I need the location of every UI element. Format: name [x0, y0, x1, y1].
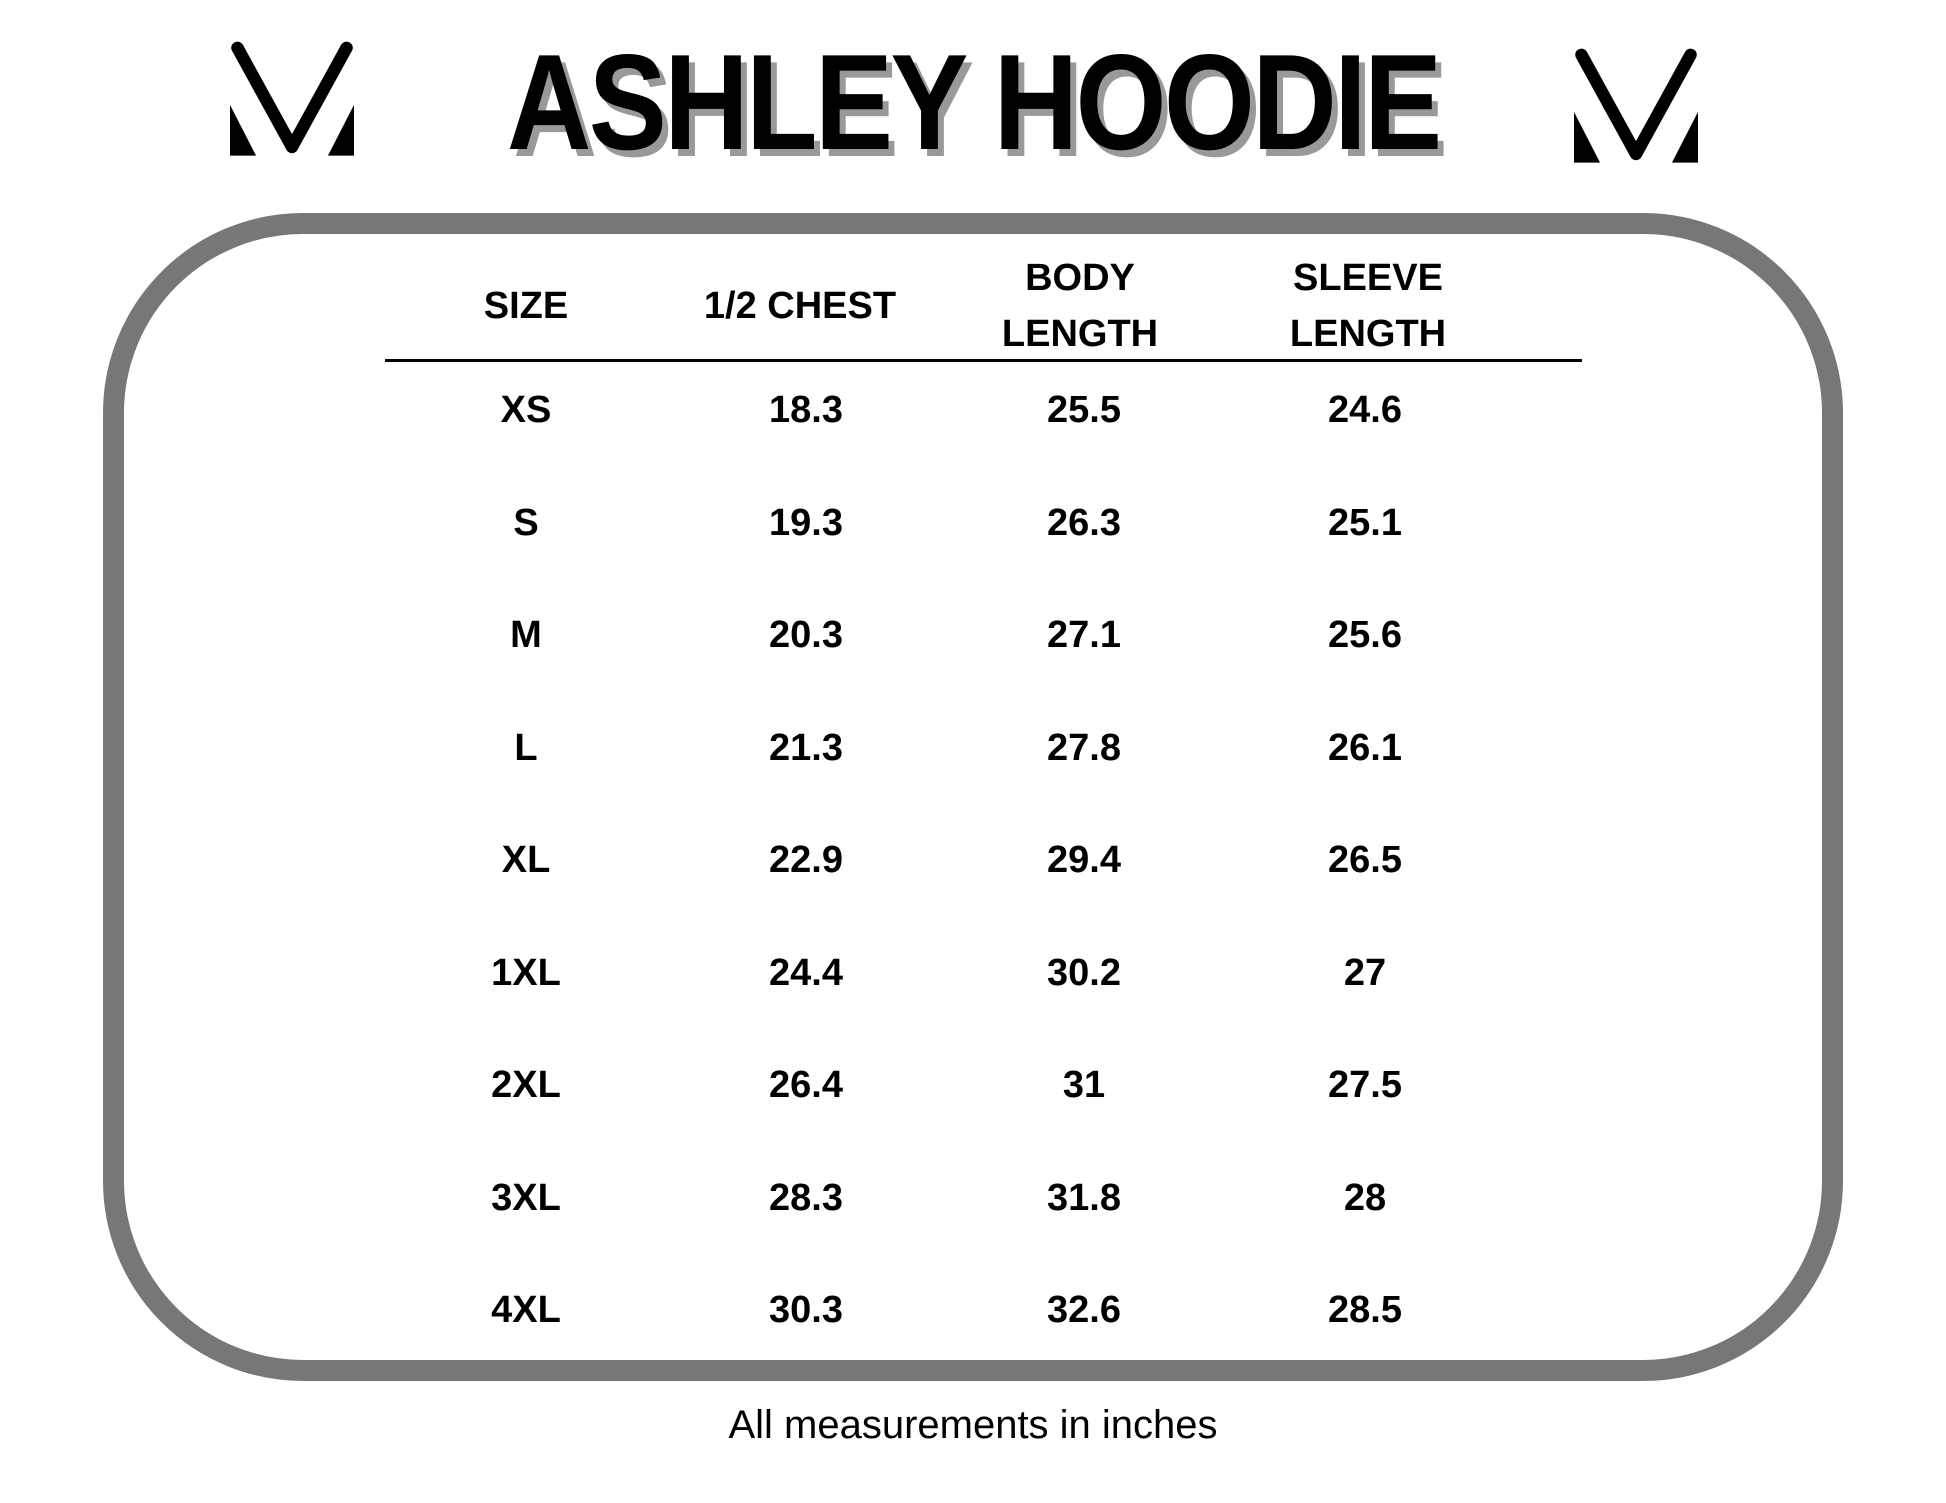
title-text: ASHLEY HOODIE	[506, 26, 1442, 178]
table-row: XS 18.3 25.5 24.6	[0, 354, 1946, 466]
page-title: ASHLEY HOODIE	[0, 22, 1946, 182]
cell-sleeve-length: 24.6	[1328, 389, 1402, 431]
cell-sleeve-length: 25.6	[1328, 614, 1402, 656]
cell-chest: 30.3	[769, 1289, 843, 1331]
header-line: SLEEVE	[1293, 257, 1443, 299]
table-row: XL 22.9 29.4 26.5	[0, 804, 1946, 916]
table-row: M 20.3 27.1 25.6	[0, 579, 1946, 691]
cell-body-length: 27.8	[1047, 726, 1121, 769]
column-header-sleeve-length: SLEEVE LENGTH	[1218, 250, 1518, 362]
table-row: 4XL 30.3 32.6 28.5	[0, 1254, 1946, 1366]
cell-chest: 26.4	[769, 1064, 843, 1106]
header-line: BODY	[1025, 257, 1135, 299]
cell-body-length: 25.5	[1047, 389, 1121, 431]
cell-sleeve-length: 28	[1343, 1176, 1387, 1219]
cell-sleeve-length: 28.5	[1328, 1289, 1402, 1331]
cell-sleeve-length: 26.1	[1328, 726, 1402, 769]
cell-body-length: 31.8	[1047, 1176, 1121, 1219]
cell-sleeve-length: 27	[1343, 951, 1387, 994]
column-header-size: SIZE	[483, 285, 569, 327]
cell-size: XS	[500, 389, 552, 431]
column-header-chest: 1/2 CHEST	[703, 285, 897, 327]
cell-chest: 19.3	[769, 501, 843, 544]
table-row: 3XL 28.3 31.8 28	[0, 1142, 1946, 1254]
cell-size: 1XL	[491, 951, 561, 994]
cell-body-length: 32.6	[1047, 1289, 1121, 1331]
table-row: L 21.3 27.8 26.1	[0, 692, 1946, 804]
size-chart-frame	[103, 213, 1843, 1381]
v-monogram-logo-icon	[230, 41, 354, 156]
cell-body-length: 29.4	[1047, 839, 1121, 881]
cell-body-length: 26.3	[1047, 501, 1121, 544]
header-divider	[385, 359, 1582, 362]
cell-size: L	[514, 726, 538, 769]
footer-note: All measurements in inches	[728, 1403, 1218, 1447]
cell-chest: 18.3	[769, 389, 843, 431]
table-row: 2XL 26.4 31 27.5	[0, 1029, 1946, 1141]
cell-chest: 24.4	[769, 951, 843, 994]
table-row: 1XL 24.4 30.2 27	[0, 917, 1946, 1029]
v-monogram-logo-icon	[1574, 48, 1698, 163]
cell-chest: 20.3	[769, 614, 843, 656]
table-row: S 19.3 26.3 25.1	[0, 467, 1946, 579]
cell-size: S	[513, 501, 539, 544]
cell-chest: 28.3	[769, 1176, 843, 1219]
cell-body-length: 30.2	[1047, 951, 1121, 994]
header-line: LENGTH	[1001, 313, 1159, 355]
cell-body-length: 27.1	[1047, 614, 1121, 656]
cell-size: 3XL	[491, 1176, 561, 1219]
cell-sleeve-length: 26.5	[1328, 839, 1402, 881]
cell-size: 4XL	[491, 1289, 561, 1331]
cell-size: XL	[501, 839, 551, 881]
cell-sleeve-length: 27.5	[1328, 1064, 1402, 1106]
header-line: LENGTH	[1289, 313, 1447, 355]
cell-sleeve-length: 25.1	[1328, 501, 1402, 544]
cell-body-length: 31	[1062, 1064, 1106, 1106]
cell-chest: 22.9	[769, 839, 843, 881]
cell-chest: 21.3	[769, 726, 843, 769]
column-header-body-length: BODY LENGTH	[930, 250, 1230, 362]
cell-size: 2XL	[491, 1064, 561, 1106]
cell-size: M	[510, 614, 542, 656]
